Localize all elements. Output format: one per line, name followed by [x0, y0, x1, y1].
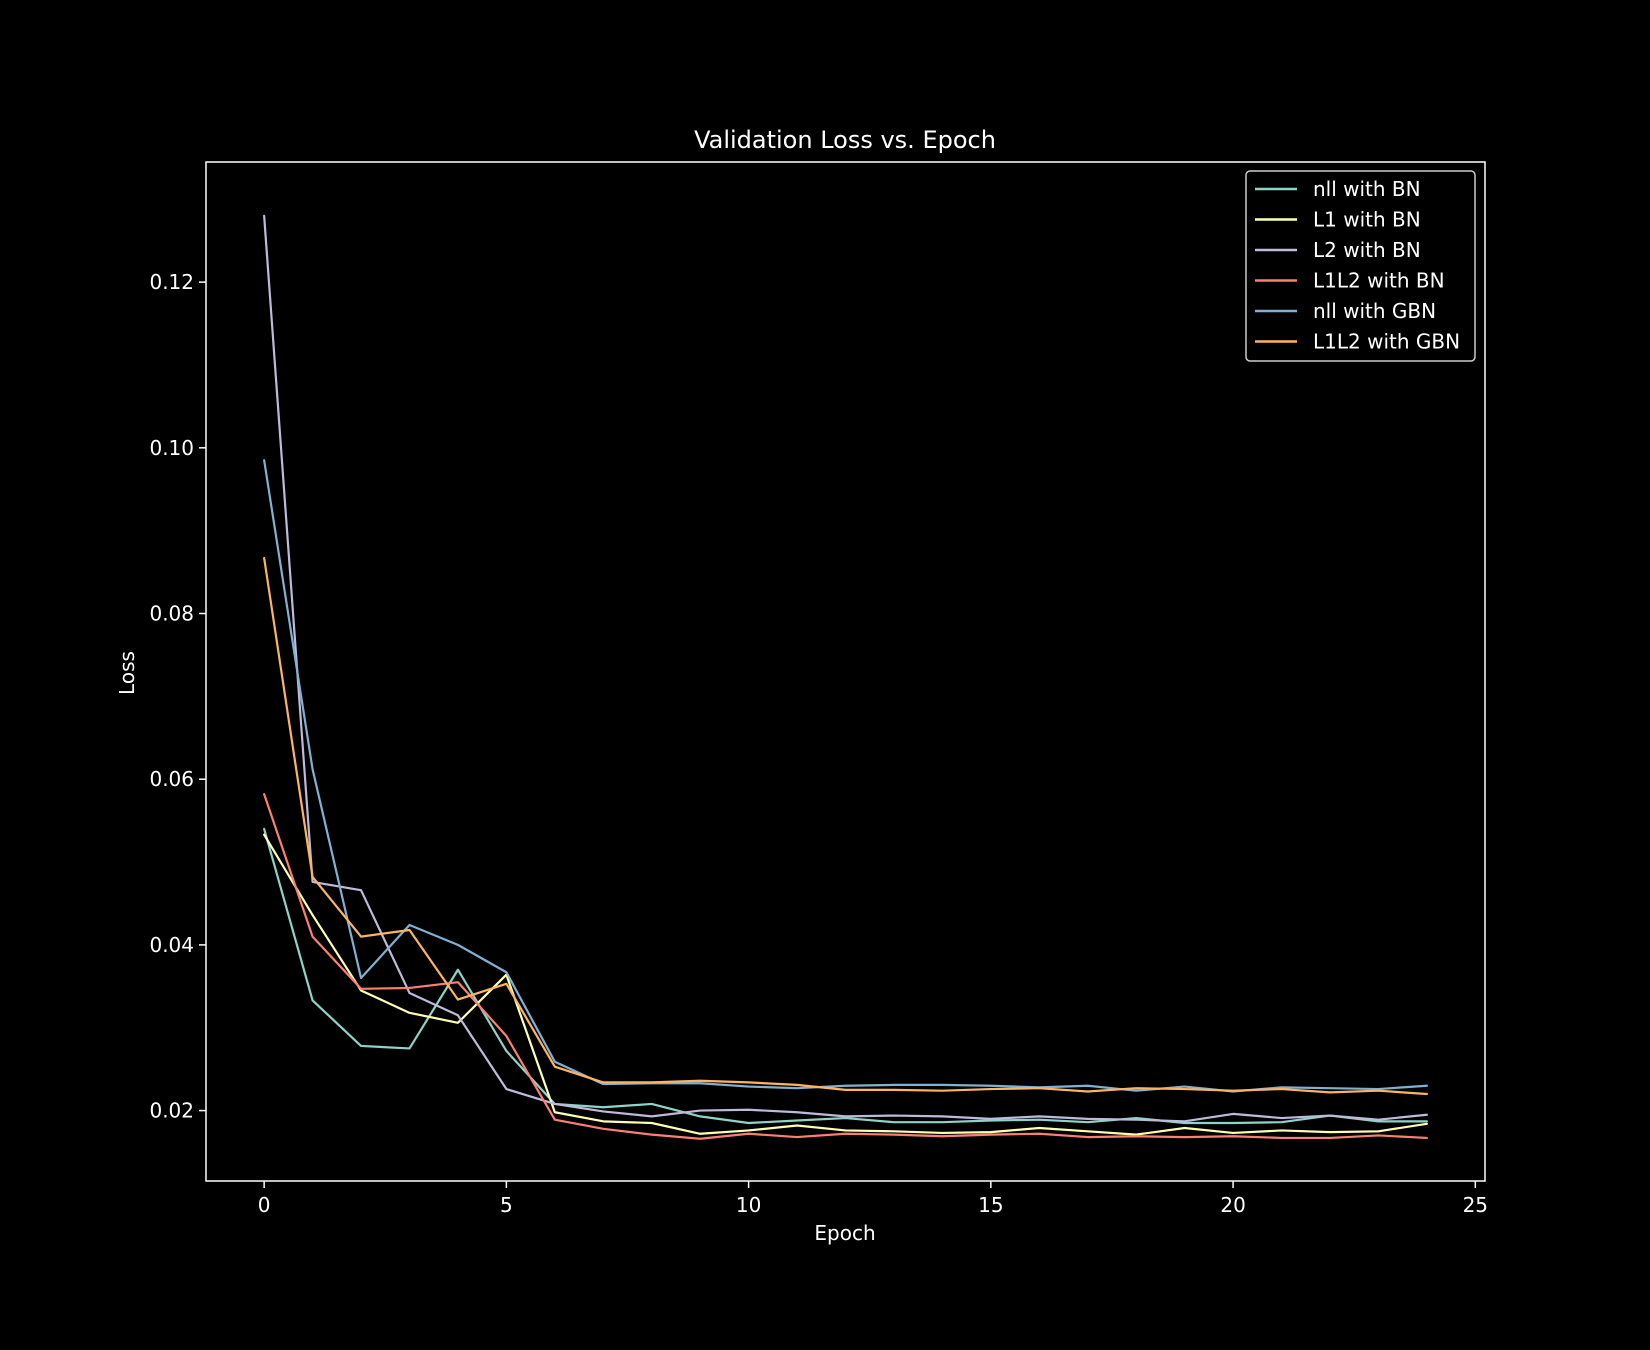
x-tick-label: 15 — [978, 1193, 1003, 1217]
y-tick-label: 0.02 — [149, 1099, 194, 1123]
y-tick-label: 0.12 — [149, 270, 194, 294]
legend-label-3: L1L2 with BN — [1313, 269, 1445, 293]
x-tick-label: 20 — [1220, 1193, 1245, 1217]
x-tick-label: 0 — [258, 1193, 271, 1217]
y-tick-label: 0.08 — [149, 602, 194, 626]
x-tick-label: 25 — [1463, 1193, 1488, 1217]
y-tick-label: 0.10 — [149, 436, 194, 460]
legend-items: nll with BN L1 with BN L2 with BN L1L2 with… — [1255, 177, 1460, 354]
y-tick-label: 0.06 — [149, 767, 194, 791]
legend-label-1: L1 with BN — [1313, 208, 1421, 232]
series-line-2 — [263, 214, 1428, 1123]
legend-box — [1245, 170, 1476, 362]
series-line-0 — [263, 827, 1428, 1125]
series-line-5 — [263, 556, 1428, 1096]
legend-label-2: L2 with BN — [1313, 238, 1421, 262]
series-line-3 — [263, 793, 1428, 1140]
x-tick-label: 10 — [736, 1193, 761, 1217]
legend-label-5: L1L2 with GBN — [1313, 330, 1460, 354]
legend-label-0: nll with BN — [1313, 177, 1421, 201]
x-axis-ticks: 0 5 10 15 20 25 — [258, 1181, 1488, 1217]
plot-frame — [205, 161, 1486, 1182]
legend-label-4: nll with GBN — [1313, 299, 1436, 323]
y-tick-label: 0.04 — [149, 933, 194, 957]
y-axis-label: Loss — [115, 651, 139, 695]
y-axis-ticks: 0.02 0.04 0.06 0.08 0.10 0.12 — [149, 270, 206, 1123]
x-tick-label: 5 — [500, 1193, 513, 1217]
series-layer — [263, 214, 1428, 1140]
x-axis-label: Epoch — [814, 1221, 875, 1245]
chart-title: Validation Loss vs. Epoch — [694, 126, 996, 154]
legend: nll with BN L1 with BN L2 with BN L1L2 with… — [1245, 170, 1476, 362]
series-line-1 — [263, 833, 1428, 1136]
